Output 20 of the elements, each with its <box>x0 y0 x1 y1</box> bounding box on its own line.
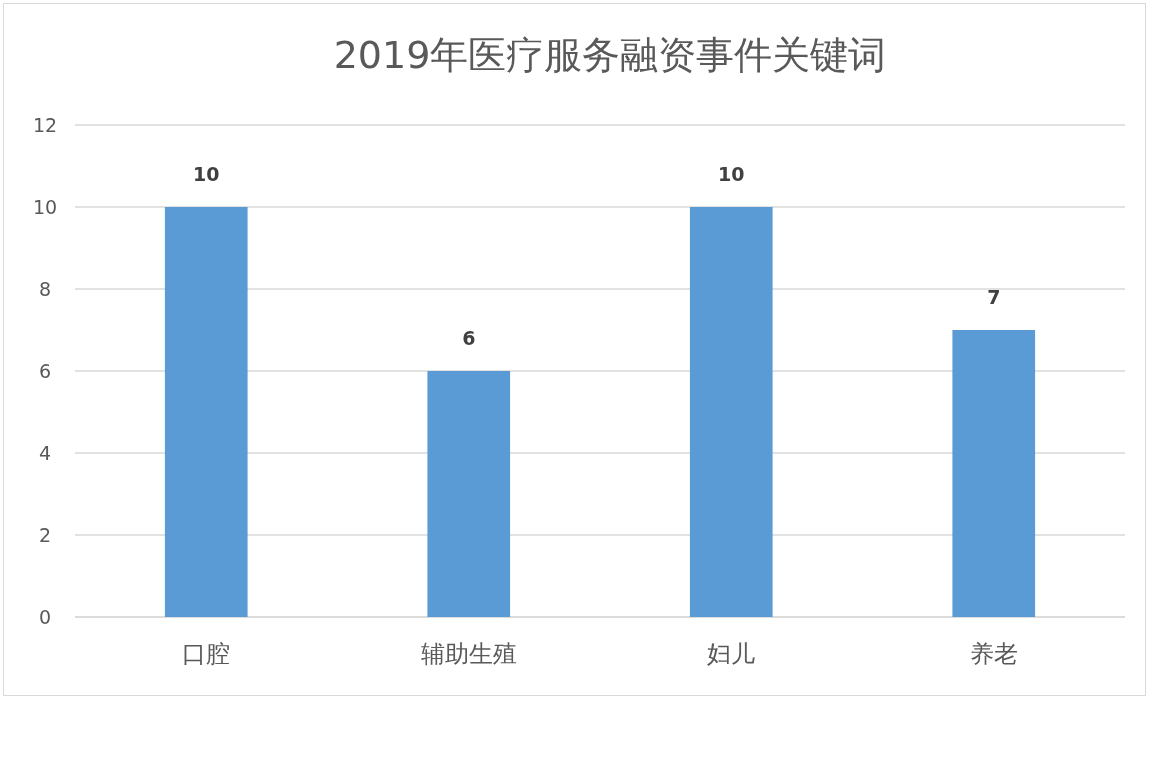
x-tick-label: 辅助生殖 <box>420 640 517 668</box>
data-label: 10 <box>193 163 220 185</box>
bar <box>952 330 1036 617</box>
data-label: 6 <box>462 327 476 349</box>
y-tick-label: 2 <box>38 524 52 546</box>
x-tick-label: 妇儿 <box>707 640 756 668</box>
y-tick-label: 6 <box>38 360 52 382</box>
chart-title: 2019年医疗服务融资事件关键词 <box>333 33 887 77</box>
y-tick-label: 8 <box>38 278 52 300</box>
y-tick-label: 12 <box>32 114 58 136</box>
x-tick-label: 口腔 <box>182 640 231 668</box>
bar <box>689 207 773 617</box>
y-tick-label: 10 <box>32 196 58 218</box>
bar <box>427 371 511 617</box>
data-label: 10 <box>718 163 745 185</box>
bar <box>164 207 248 617</box>
y-tick-label: 4 <box>38 442 52 464</box>
y-tick-label: 0 <box>38 606 52 628</box>
data-label: 7 <box>987 286 1001 308</box>
x-tick-label: 养老 <box>969 640 1018 668</box>
